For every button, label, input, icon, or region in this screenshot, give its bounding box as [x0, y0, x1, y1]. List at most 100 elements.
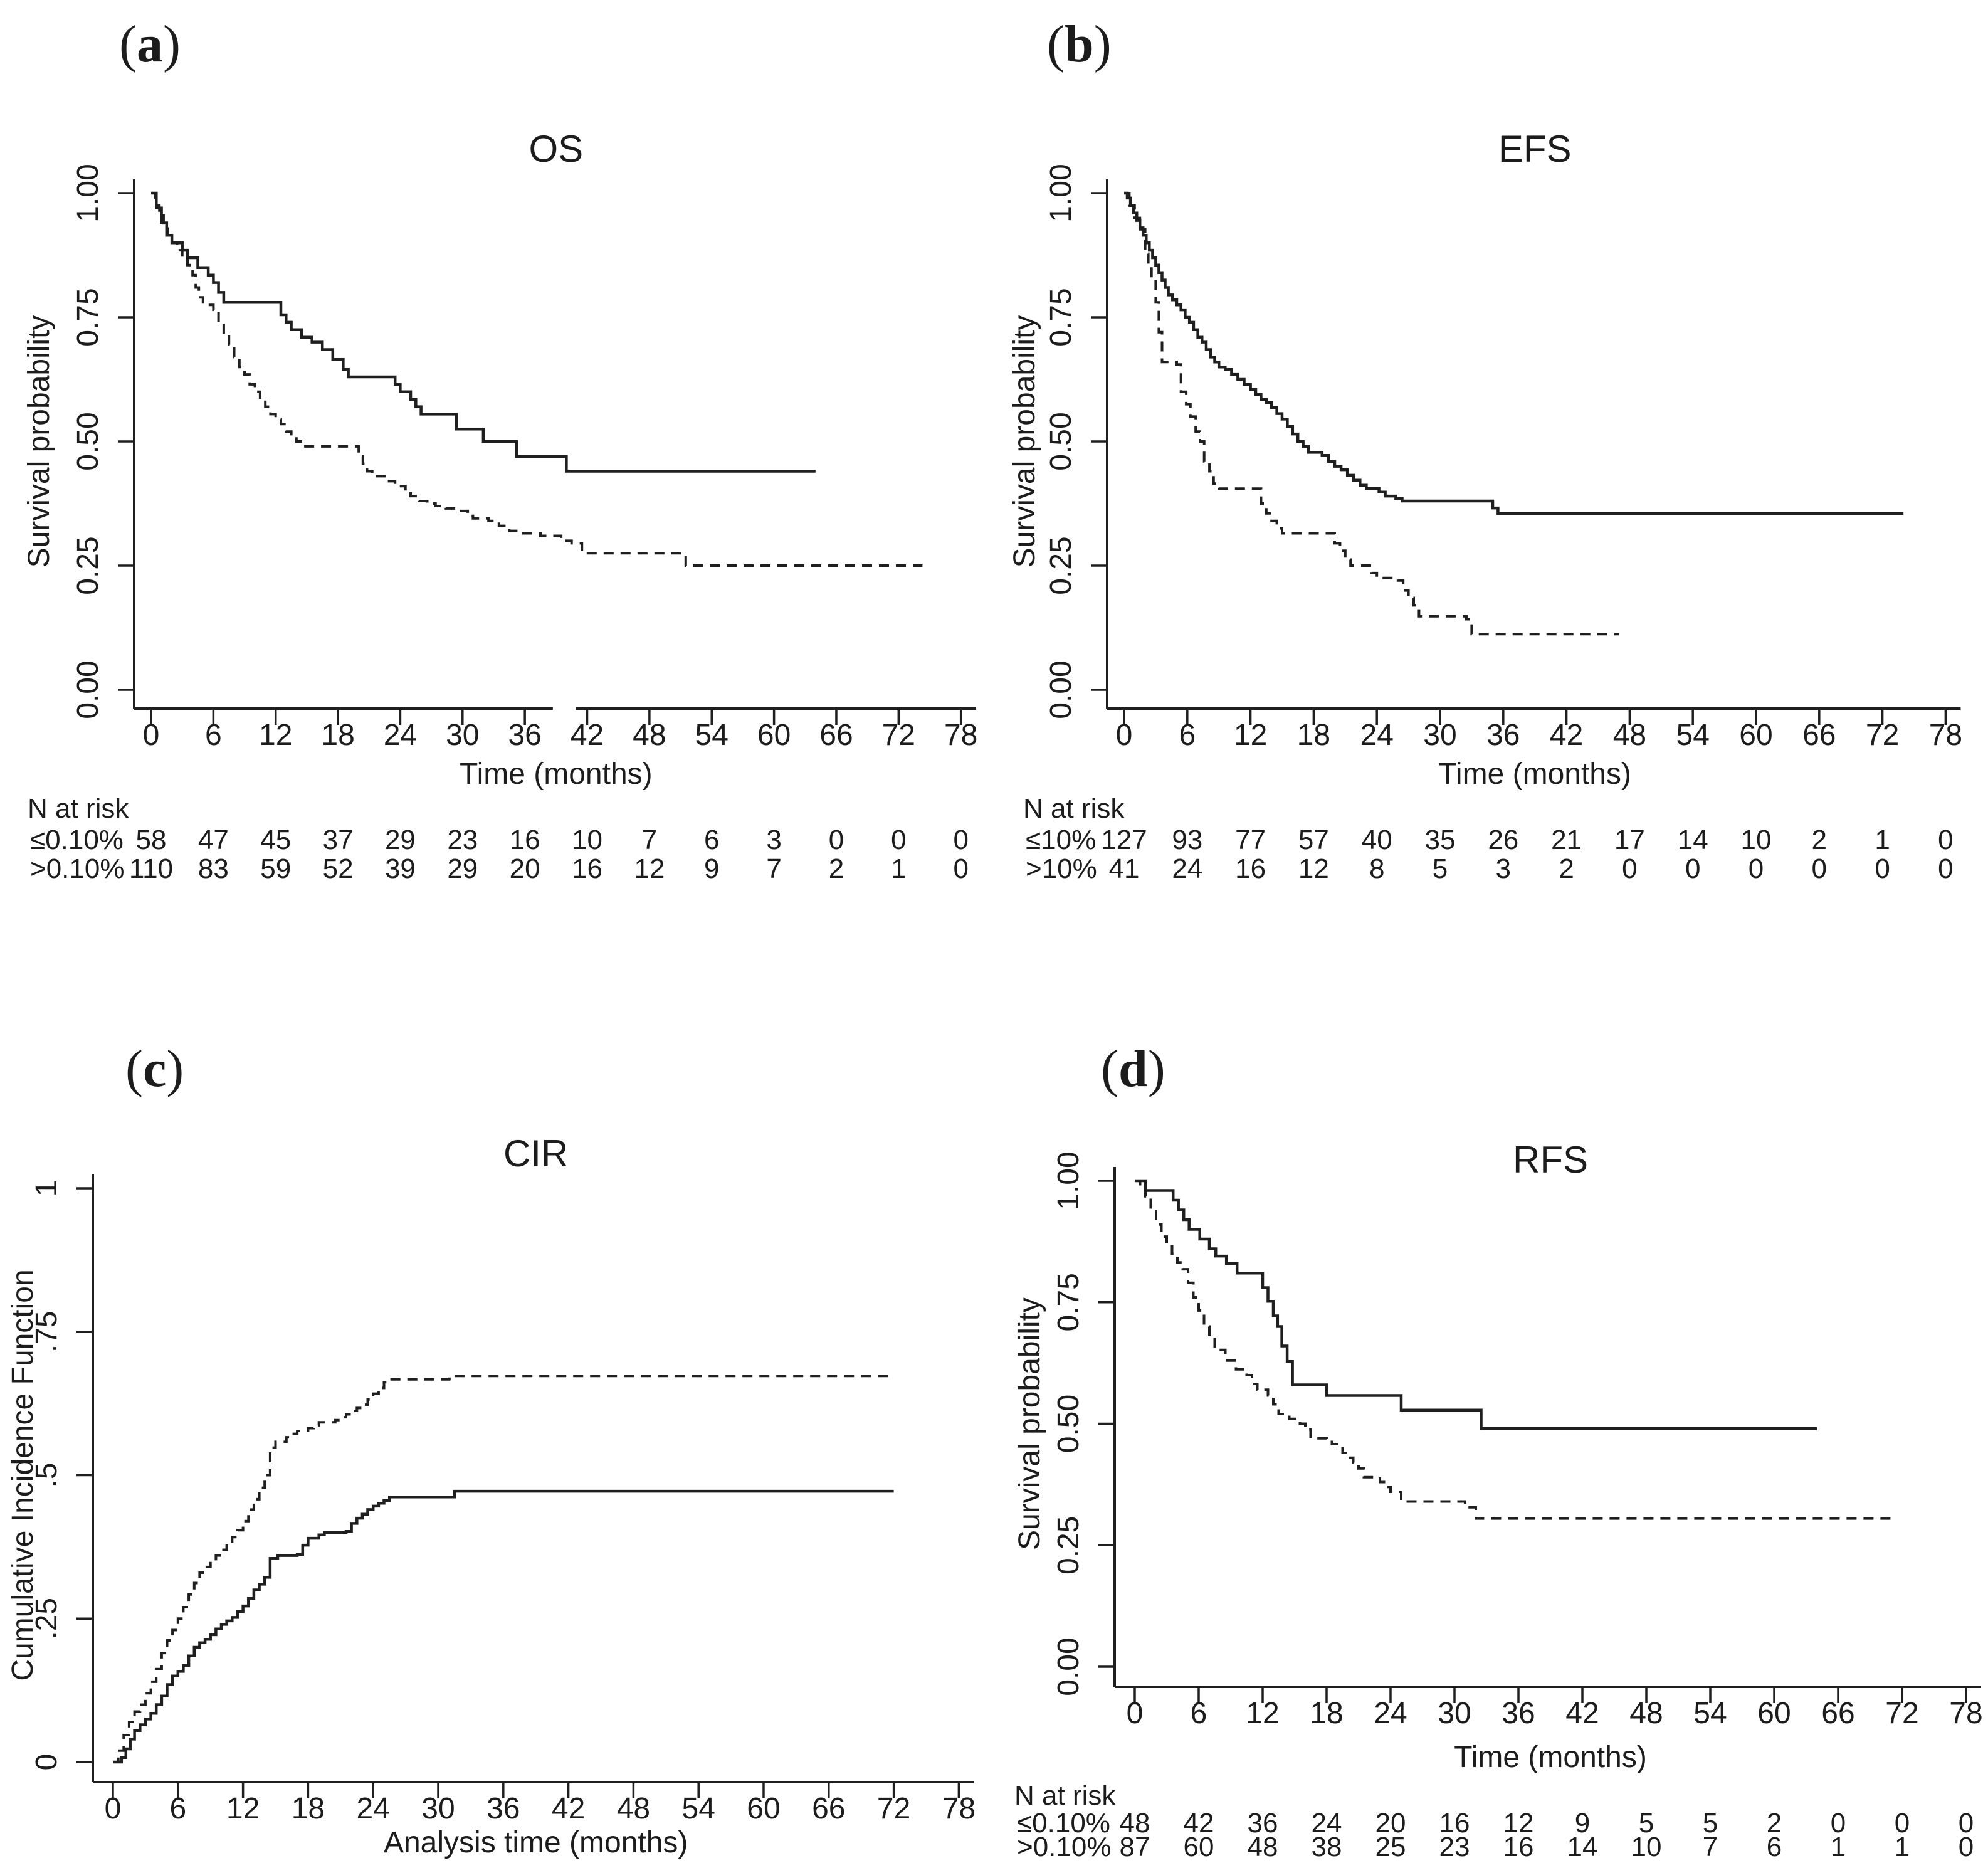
risk-count: 0: [953, 853, 968, 884]
risk-count: 9: [1575, 1808, 1590, 1839]
risk-row-label: >10%: [1026, 853, 1097, 884]
series-solid-curve: [113, 1489, 894, 1764]
x-tick-label: 18: [1310, 1697, 1343, 1730]
x-tick-label: 60: [1739, 719, 1772, 752]
risk-count: 47: [198, 825, 229, 855]
risk-count: 2: [1767, 1808, 1782, 1839]
y-tick-label: 1: [30, 1180, 63, 1197]
panel-title-b: EFS: [1498, 128, 1572, 170]
x-tick-label: 78: [944, 719, 977, 752]
risk-row-label: ≤0.10%: [1017, 1808, 1110, 1839]
risk-count: 12: [1298, 853, 1329, 884]
y-tick-label: 0: [30, 1754, 63, 1771]
risk-count: 20: [1375, 1808, 1406, 1839]
x-tick-label: 36: [508, 719, 541, 752]
risk-table-header: N at risk: [1014, 1780, 1116, 1811]
panel-label-b: (b): [1047, 15, 1112, 73]
risk-count: 8: [1369, 853, 1384, 884]
y-tick-label: 0.50: [71, 412, 105, 470]
risk-count: 127: [1101, 825, 1147, 855]
x-axis-title: Time (months): [1438, 757, 1631, 791]
x-tick-label: 36: [1502, 1697, 1535, 1730]
risk-count: 12: [1503, 1808, 1534, 1839]
x-tick-label: 6: [1179, 719, 1196, 752]
risk-count: 23: [1439, 1832, 1470, 1862]
panel-label-d: (d): [1101, 1040, 1165, 1098]
risk-count: 10: [1631, 1832, 1662, 1862]
risk-count: 60: [1184, 1832, 1214, 1862]
series-solid-curve: [1124, 191, 1904, 515]
x-tick-label: 30: [1438, 1697, 1471, 1730]
x-tick-label: 30: [446, 719, 479, 752]
risk-count: 6: [704, 825, 719, 855]
risk-count: 0: [1959, 1832, 1974, 1862]
y-tick-label: 0.50: [1044, 412, 1078, 470]
x-tick-label: 72: [877, 1792, 910, 1825]
risk-count: 58: [136, 825, 167, 855]
x-axis-title: Time (months): [460, 757, 653, 791]
risk-count: 16: [572, 853, 602, 884]
risk-count: 24: [1172, 853, 1202, 884]
panel-title-c: CIR: [503, 1132, 568, 1174]
x-axis-title: Time (months): [1454, 1741, 1647, 1774]
risk-count: 59: [260, 853, 291, 884]
x-tick-label: 6: [1191, 1697, 1207, 1730]
risk-count: 24: [1312, 1808, 1342, 1839]
x-tick-label: 66: [1821, 1697, 1854, 1730]
y-axis-title: Survival probability: [1008, 315, 1041, 568]
x-tick-label: 72: [1866, 719, 1899, 752]
x-tick-label: 24: [357, 1792, 390, 1825]
y-tick-label: 0.75: [1052, 1273, 1085, 1331]
panel-title-d: RFS: [1513, 1139, 1588, 1181]
risk-count: 2: [1559, 853, 1574, 884]
y-tick-label: 0.75: [71, 288, 105, 346]
risk-count: 77: [1235, 825, 1266, 855]
y-tick-label: .75: [30, 1311, 63, 1353]
panel-label-a: (a): [119, 15, 181, 73]
y-tick-label: 0.25: [1052, 1516, 1085, 1575]
y-tick-label: 1.00: [71, 164, 105, 222]
risk-count: 42: [1184, 1808, 1214, 1839]
y-tick-label: 0.25: [71, 536, 105, 594]
risk-count: 5: [1639, 1808, 1654, 1839]
x-tick-label: 42: [1565, 1697, 1599, 1730]
risk-count: 21: [1551, 825, 1582, 855]
x-tick-label: 18: [292, 1792, 325, 1825]
y-tick-label: 0.75: [1044, 288, 1078, 346]
risk-count: 0: [1895, 1808, 1910, 1839]
risk-count: 1: [891, 853, 906, 884]
x-tick-label: 12: [226, 1792, 260, 1825]
risk-count: 9: [704, 853, 719, 884]
x-tick-label: 48: [1629, 1697, 1663, 1730]
risk-count: 52: [323, 853, 354, 884]
y-tick-label: 0.00: [1044, 660, 1078, 719]
series-solid-curve: [1135, 1179, 1817, 1430]
x-tick-label: 60: [747, 1792, 780, 1825]
panel-c-chart: (c) CIR 0 .25 .5 .75 1 0 6 12 18 24 30 36 42 48 54 60 66 72…: [6, 1040, 976, 1859]
x-tick-label: 54: [682, 1792, 715, 1825]
risk-count: 7: [642, 825, 657, 855]
panel-a-chart: (a)OS0.000.250.500.751.000 6 12 18 24 30 36 42 4…: [23, 15, 977, 884]
risk-row-label: >0.10%: [30, 853, 124, 884]
y-tick-label: .5: [30, 1462, 63, 1487]
x-tick-label: 42: [571, 719, 604, 752]
x-axis-title: Analysis time (months): [384, 1826, 688, 1859]
panel-label-c: (c): [125, 1040, 184, 1098]
risk-count: 6: [1767, 1832, 1782, 1862]
risk-count: 93: [1172, 825, 1202, 855]
risk-count: 3: [1496, 853, 1511, 884]
x-tick-label: 30: [1423, 719, 1456, 752]
risk-count: 16: [1503, 1832, 1534, 1862]
risk-count: 45: [260, 825, 291, 855]
risk-count: 10: [1741, 825, 1772, 855]
x-tick-label: 78: [1949, 1697, 1982, 1730]
risk-count: 12: [634, 853, 665, 884]
x-tick-label: 66: [812, 1792, 845, 1825]
risk-count: 0: [1938, 825, 1953, 855]
x-tick-label: 12: [259, 719, 292, 752]
x-tick-label: 42: [1550, 719, 1583, 752]
x-tick-label: 12: [1246, 1697, 1279, 1730]
x-tick-label: 36: [1486, 719, 1520, 752]
